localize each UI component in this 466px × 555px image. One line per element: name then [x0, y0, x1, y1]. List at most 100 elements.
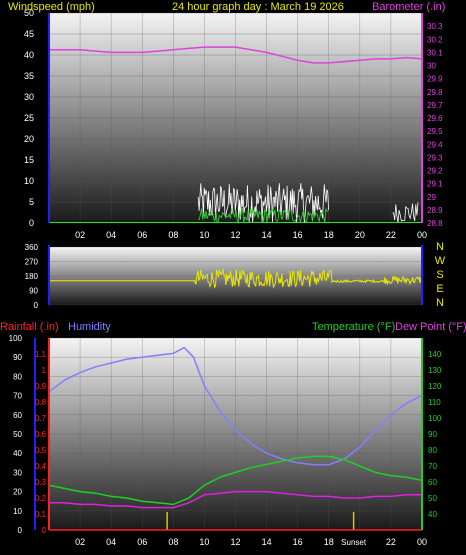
climate-xtick-label: 12: [230, 537, 240, 547]
wind-xtick-label: 02: [75, 230, 85, 240]
barometer-ytick-label: 29.6: [427, 114, 443, 123]
barometer-ytick-label: 29.1: [427, 180, 443, 189]
barometer-ytick-label: 28.9: [427, 206, 443, 215]
direction-yticks: 0 90 180 270 360: [25, 243, 39, 310]
wind-xtick-label: 10: [199, 230, 209, 240]
rain-ytick-label: 0.6: [35, 430, 47, 439]
compass-label: N: [436, 297, 444, 309]
wind-ytick-label: 40: [24, 50, 34, 60]
temperature-ytick-label: 70: [428, 462, 437, 471]
humidity-ytick-label: 40: [13, 449, 22, 458]
dewpoint-label: Dew Point (°F): [395, 321, 466, 333]
temperature-ytick-label: 120: [428, 382, 442, 391]
temperature-ytick-label: 80: [428, 446, 437, 455]
barometer-line: [49, 46, 423, 64]
barometer-ytick-label: 30: [427, 62, 436, 71]
windspeed-label: Windspeed (mph): [8, 1, 95, 13]
climate-line-humidity: [48, 346, 423, 466]
rain-ytick-label: 0.7: [35, 414, 47, 423]
rain-ytick-label: 0.3: [35, 478, 47, 487]
temperature-ytick-label: 130: [428, 366, 442, 375]
humidity-ytick-label: 90: [13, 353, 22, 362]
wind-panel-grid: [49, 12, 423, 224]
barometer-yticks: 28.8 28.9 29 29.1 29.2 29.3 29.4 29.5 29.6 29.7 29…: [427, 22, 443, 228]
climate-xticks: 02 04 06 08 10 12 14 16 18 22 00 Sunset: [75, 537, 427, 547]
humidity-ytick-label: 100: [9, 334, 23, 343]
climate-xtick-label: 18: [324, 537, 334, 547]
humidity-ytick-label: 70: [13, 392, 22, 401]
rain-ytick-label: 1.1: [35, 350, 47, 359]
temperature-ytick-label: 50: [428, 494, 437, 503]
temperature-ytick-label: 60: [428, 478, 437, 487]
climate-line-temp: [49, 490, 422, 509]
wind-yticks: 0 5 10 15 20 25 30 35 40 45 50: [24, 8, 34, 228]
wind-ytick-label: 45: [24, 29, 34, 39]
rain-ytick-label: 0.1: [35, 510, 47, 519]
wind-gust-line: [197, 183, 329, 223]
humidity-label: Humidity: [68, 321, 111, 333]
humidity-ytick-label: 20: [13, 488, 22, 497]
rain-ytick-label: 0.4: [35, 462, 47, 471]
rain-ytick-label: 1: [42, 366, 47, 375]
rain-ytick-label: 0.5: [35, 446, 47, 455]
wind-xticks: 02 04 06 08 10 12 14 16 18 20 22 00: [75, 230, 427, 240]
temperature-yticks: 40 50 60 70 80 90 100 110 120 130 140: [428, 350, 442, 519]
climate-xtick-label: 14: [262, 537, 272, 547]
temperature-ytick-label: 90: [428, 430, 437, 439]
compass-label: E: [436, 283, 443, 295]
barometer-ytick-label: 29.9: [427, 75, 443, 84]
barometer-ytick-label: 30.3: [427, 22, 443, 31]
direction-ytick-label: 90: [29, 287, 38, 296]
wind-ytick-label: 15: [24, 155, 34, 165]
climate-xtick-label: 08: [168, 537, 178, 547]
humidity-ytick-label: 80: [13, 372, 22, 381]
climate-xtick-label: 16: [293, 537, 303, 547]
wind-average-line: [198, 207, 329, 224]
wind-xtick-label: 18: [324, 230, 334, 240]
humidity-yticks: 0 10 20 30 40 50 60 70 80 90 100: [9, 334, 23, 535]
humidity-ytick-label: 0: [18, 526, 23, 535]
climate-series: [48, 346, 423, 531]
climate-xtick-label: 02: [75, 537, 85, 547]
temperature-label: Temperature (°F): [312, 321, 395, 333]
wind-ytick-label: 35: [24, 71, 34, 81]
rain-ytick-label: 0.2: [35, 494, 47, 503]
wind-xtick-label: 04: [106, 230, 116, 240]
climate-xtick-label: 04: [106, 537, 116, 547]
wind-xtick-label: 16: [293, 230, 303, 240]
barometer-ytick-label: 29.2: [427, 167, 443, 176]
barometer-ytick-label: 30.1: [427, 48, 443, 57]
humidity-ytick-label: 10: [13, 507, 22, 516]
wind-ytick-label: 10: [24, 176, 34, 186]
wind-xtick-label: 00: [417, 230, 427, 240]
compass-label: N: [436, 241, 444, 253]
temperature-ytick-label: 40: [428, 510, 437, 519]
temperature-ytick-label: 100: [428, 414, 442, 423]
wind-xtick-label: 22: [386, 230, 396, 240]
direction-ytick-label: 0: [34, 301, 39, 310]
climate-line-temp: [48, 455, 423, 506]
chart-title: 24 hour graph day : March 19 2026: [172, 1, 344, 13]
sun-markers: [166, 512, 355, 530]
wind-series: [49, 183, 422, 224]
barometer-label: Barometer (.in): [372, 1, 445, 13]
wind-xtick-label: 12: [230, 230, 240, 240]
compass-label: W: [435, 255, 446, 267]
rain-ytick-label: 0: [42, 526, 47, 535]
barometer-ytick-label: 29.5: [427, 127, 443, 136]
direction-ytick-label: 270: [25, 258, 39, 267]
climate-xtick-label: 00: [417, 537, 427, 547]
rainfall-label: Rainfall (.in): [0, 321, 59, 333]
wind-ytick-label: 5: [29, 197, 34, 207]
wind-xtick-label: 08: [168, 230, 178, 240]
direction-ytick-label: 180: [25, 272, 39, 281]
compass-label: S: [436, 269, 443, 281]
temperature-ytick-label: 140: [428, 350, 442, 359]
temperature-ytick-label: 110: [428, 398, 441, 407]
wind-gust-line-late: [392, 202, 419, 223]
barometer-ytick-label: 30.2: [427, 35, 443, 44]
barometer-ytick-label: 29.8: [427, 88, 443, 97]
